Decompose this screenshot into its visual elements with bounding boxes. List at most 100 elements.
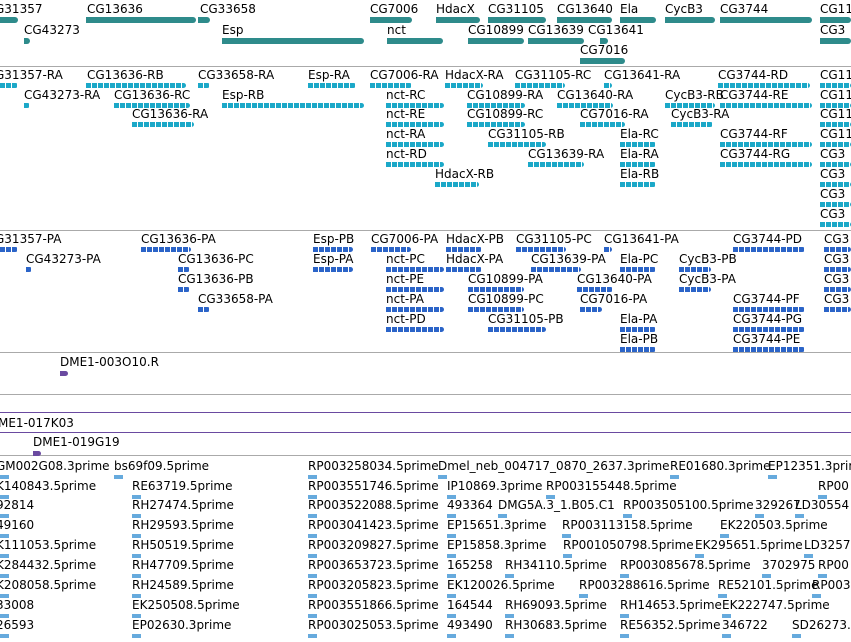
rna-feature-label[interactable]: CG13636-RB [87,68,164,82]
est-glyph[interactable] [308,495,317,499]
est-glyph[interactable] [505,634,514,638]
gene-feature-label[interactable]: CG43273 [24,23,80,37]
rna-feature-label[interactable]: Ela-RB [620,167,660,181]
est-label[interactable]: K208058.5prime [0,578,97,592]
est-glyph[interactable] [0,594,9,598]
gene-feature-label[interactable]: CG7006 [370,2,419,16]
protein-feature-glyph[interactable] [733,347,805,352]
gene-feature-glyph[interactable] [820,38,851,44]
gene-feature-label[interactable]: Ela [620,2,639,16]
protein-feature-glyph[interactable] [733,307,805,312]
rna-feature-glyph[interactable] [820,142,851,147]
rna-feature-label[interactable]: CG13636-RC [114,88,191,102]
est-glyph[interactable] [132,534,141,538]
protein-feature-glyph[interactable] [178,287,190,292]
est-label[interactable]: EP15651.3prime [447,518,547,532]
rna-feature-label[interactable]: CG3 [820,207,846,221]
rna-feature-glyph[interactable] [820,103,851,108]
protein-feature-glyph[interactable] [386,287,444,292]
rna-feature-glyph[interactable] [820,202,851,207]
est-label[interactable]: 493490 [447,618,493,632]
protein-feature-label[interactable]: CG7006-PA [371,232,439,246]
rna-feature-glyph[interactable] [86,83,186,88]
gene-feature-label[interactable]: CG31105 [488,2,544,16]
est-label[interactable]: 346722 [722,618,768,632]
est-glyph[interactable] [620,634,629,638]
protein-feature-glyph[interactable] [488,327,546,332]
est-glyph[interactable] [308,594,317,598]
gene-feature-glyph[interactable] [720,17,812,23]
gene-feature-label[interactable]: CG13636 [87,2,143,16]
est-glyph[interactable] [505,574,514,578]
rna-feature-glyph[interactable] [308,83,356,88]
rna-feature-label[interactable]: CG13641-RA [604,68,681,82]
est-glyph[interactable] [308,475,317,479]
rna-feature-label[interactable]: CG11 [820,68,851,82]
est-glyph[interactable] [447,594,456,598]
rna-feature-glyph[interactable] [820,122,851,127]
est-glyph[interactable] [0,514,9,518]
est-label[interactable]: RH30683.5prime [505,618,607,632]
protein-feature-glyph[interactable] [386,267,444,272]
gene-feature-label[interactable]: Esp [222,23,244,37]
rna-feature-label[interactable]: nct-RE [386,107,426,121]
protein-feature-label[interactable]: G31357-PA [0,232,62,246]
est-label[interactable]: RP003085678.5prime [620,558,751,572]
rna-feature-label[interactable]: CG3 [820,167,846,181]
est-label[interactable]: LD3257 [804,538,851,552]
rna-feature-glyph[interactable] [604,83,612,88]
rna-feature-label[interactable]: CG10899-RC [467,107,544,121]
est-label[interactable]: RP00 [818,479,849,493]
est-glyph[interactable] [563,554,572,558]
rna-feature-glyph[interactable] [665,103,715,108]
protein-feature-label[interactable]: nct-PA [386,292,424,306]
protein-feature-label[interactable]: CG43273-PA [26,252,101,266]
est-label[interactable]: RP003551866.5prime [308,598,439,612]
est-label[interactable]: RP001050798.5prime [563,538,694,552]
est-glyph[interactable] [818,574,827,578]
est-glyph[interactable] [620,574,629,578]
rna-feature-label[interactable]: CG3744-RF [720,127,788,141]
protein-feature-label[interactable]: CG3744-PE [733,332,801,346]
protein-feature-glyph[interactable] [580,307,602,312]
est-label[interactable]: RP003288616.5prime [579,578,710,592]
rna-feature-glyph[interactable] [528,162,584,167]
est-glyph[interactable] [0,574,9,578]
est-glyph[interactable] [447,614,456,618]
protein-feature-glyph[interactable] [733,247,805,252]
protein-feature-glyph[interactable] [198,307,210,312]
est-label[interactable]: 493364 [447,498,493,512]
est-glyph[interactable] [132,614,141,618]
rna-feature-label[interactable]: CG10899-RA [467,88,544,102]
est-label[interactable]: RE52101.5prime [718,578,819,592]
protein-feature-label[interactable]: CG3744-PG [733,312,803,326]
rna-feature-label[interactable]: CG7016-RA [580,107,649,121]
est-glyph[interactable] [623,514,632,518]
protein-feature-label[interactable]: CG13639-PA [531,252,606,266]
est-glyph[interactable] [447,514,456,518]
protein-feature-glyph[interactable] [824,307,851,312]
est-label[interactable]: EP12351.3prime [768,459,851,473]
rna-feature-glyph[interactable] [620,182,656,187]
protein-feature-glyph[interactable] [577,287,613,292]
est-label[interactable]: IP10869.3prime [447,479,543,493]
rna-feature-glyph[interactable] [132,122,194,127]
protein-feature-glyph[interactable] [620,347,656,352]
protein-feature-label[interactable]: CG3 [824,232,850,246]
est-label[interactable]: K111053.5prime [0,538,97,552]
est-label[interactable]: LD30554 [795,498,850,512]
gene-feature-label[interactable]: CG13640 [557,2,613,16]
est-label[interactable]: EK220503.5prime [720,518,828,532]
protein-feature-label[interactable]: CG3 [824,292,850,306]
protein-feature-glyph[interactable] [531,267,581,272]
est-label[interactable]: EK222747.5prime [722,598,830,612]
est-glyph[interactable] [579,594,588,598]
protein-feature-label[interactable]: CG3 [824,272,850,286]
protein-feature-label[interactable]: CG13640-PA [577,272,652,286]
gene-feature-glyph[interactable] [387,38,443,44]
protein-feature-glyph[interactable] [446,247,482,252]
est-glyph[interactable] [0,634,9,638]
rna-feature-glyph[interactable] [718,83,810,88]
est-label[interactable]: RP003505100.5prime [623,498,754,512]
